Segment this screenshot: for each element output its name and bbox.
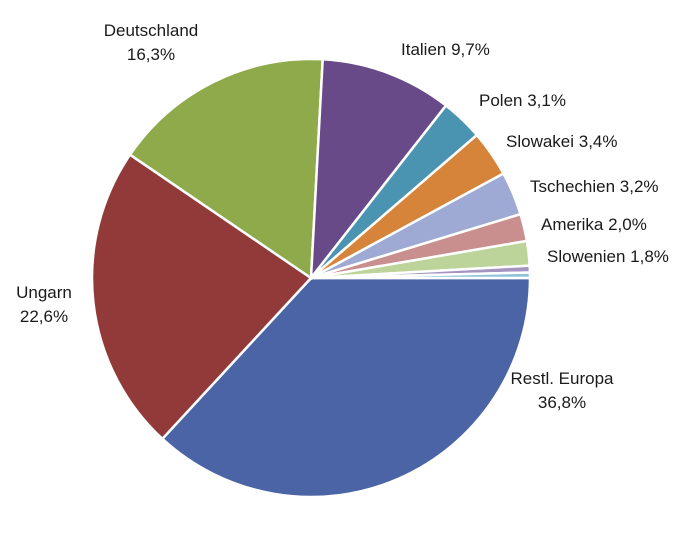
slice-label-italien: Italien 9,7% [401,40,490,59]
slice-deutschland [128,57,325,281]
slices-layer [90,57,532,499]
slice-label-restl-europa: Restl. Europa 36,8% [511,369,615,412]
slice-restl-europa [160,276,532,499]
slice-ungarn [90,152,313,441]
slice-label-ungarn: Ungarn 22,6% [16,283,72,326]
slice-label-name: Ungarn [16,283,72,302]
slice-label-polen: Polen 3,1% [479,91,566,110]
slice-label-name: Deutschland [104,21,199,40]
slice-label-value: 16,3% [127,45,175,64]
slice-label-value: 36,8% [538,393,586,412]
slice-label-value: 22,6% [20,307,68,326]
slice-italien [309,57,448,282]
slice-label-amerika: Amerika 2,0% [541,215,647,234]
slice-label-slowakei: Slowakei 3,4% [506,132,618,151]
slice-label-deutschland: Deutschland 16,3% [104,21,199,64]
labels-layer: Restl. Europa 36,8% Ungarn 22,6% Deutschland… [16,21,669,412]
slice-label-tschechien: Tschechien 3,2% [530,177,659,196]
slice-label-slowenien: Slowenien 1,8% [547,247,669,266]
slice-label-name: Restl. Europa [511,369,615,388]
slice-other-10 [310,271,532,280]
